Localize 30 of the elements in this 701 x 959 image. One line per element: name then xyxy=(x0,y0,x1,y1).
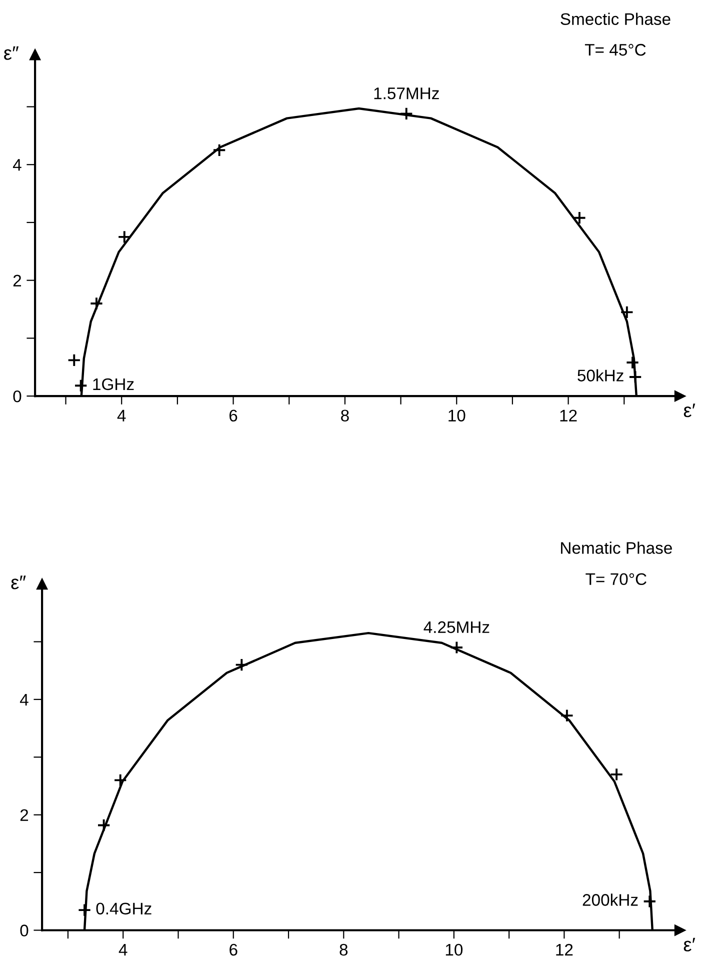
x-axis-title: ε′ xyxy=(684,404,696,418)
text: Nematic Phase xyxy=(561,542,672,554)
y-tick-label: 2 xyxy=(13,274,22,286)
annotation: 0.4GHz xyxy=(96,902,152,915)
annotation: 200kHz xyxy=(582,894,638,906)
x-tick-label: 6 xyxy=(230,944,238,956)
y-tick-label: 0 xyxy=(20,924,28,936)
annotation: 1GHz xyxy=(93,378,134,390)
y-tick-label: 4 xyxy=(20,694,28,706)
x-tick-label: 12 xyxy=(556,944,573,956)
annotation: 4.25MHz xyxy=(424,621,490,634)
y-axis-title: ε″ xyxy=(11,576,26,590)
text: Smectic Phase xyxy=(560,12,670,25)
x-tick-label: 10 xyxy=(448,410,466,422)
x-tick-label: 8 xyxy=(340,944,348,956)
x-axis-title: ε′ xyxy=(684,938,696,952)
y-tick-label: 4 xyxy=(12,159,22,171)
y-tick-label: 0 xyxy=(13,390,22,402)
annotation: 1.57MHz xyxy=(374,88,439,100)
y-tick-label: 2 xyxy=(20,809,28,821)
y-axis-title: ε″ xyxy=(4,46,19,60)
x-tick-label: 6 xyxy=(229,410,238,422)
annotation: T= 70°C xyxy=(586,573,646,586)
x-tick-label: 4 xyxy=(118,944,128,956)
x-tick-label: 4 xyxy=(117,410,126,422)
x-tick-label: 10 xyxy=(446,944,463,956)
x-tick-label: 12 xyxy=(560,410,577,422)
x-tick-label: 8 xyxy=(341,410,349,422)
annotation: 50kHz xyxy=(578,369,624,382)
annotation: T= 45°C xyxy=(584,44,646,56)
